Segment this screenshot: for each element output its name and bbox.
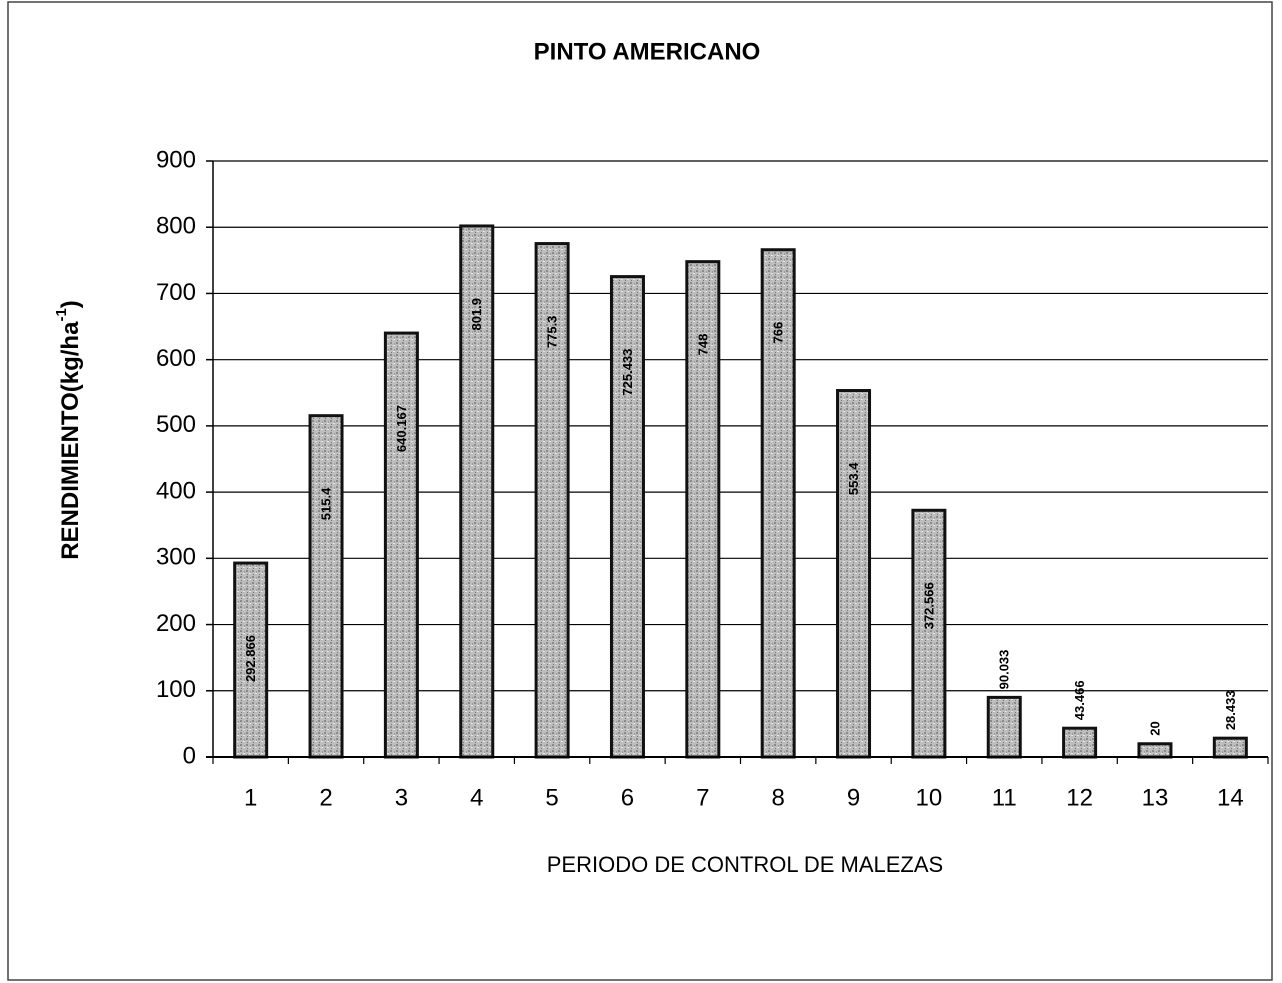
x-tick-label: 7	[696, 784, 709, 811]
value-label: 640.167	[394, 405, 409, 452]
x-tick-label: 13	[1142, 784, 1169, 811]
value-label: 90.033	[997, 650, 1012, 690]
value-label: 775.3	[545, 316, 560, 349]
value-label: 725.433	[620, 349, 635, 396]
y-axis-label: RENDIMIENTO(kg/ha-1)	[53, 300, 84, 560]
bar	[383, 331, 419, 759]
x-tick-label: 11	[992, 784, 1017, 811]
x-tick-label: 3	[395, 784, 408, 811]
x-tick-label: 12	[1066, 784, 1093, 811]
x-tick-label: 8	[771, 784, 784, 811]
bar	[609, 275, 645, 759]
frame	[7, 1, 1273, 981]
value-label: 372.566	[921, 582, 936, 629]
y-tick-label: 200	[156, 610, 196, 637]
x-tick-label: 1	[244, 784, 257, 811]
value-label: 801.9	[469, 298, 484, 331]
chart-title: PINTO AMERICANO	[534, 38, 761, 65]
y-tick-label: 800	[156, 213, 196, 240]
bar	[1137, 742, 1173, 759]
value-label: 292.866	[243, 635, 258, 682]
x-tick-label: 6	[621, 784, 634, 811]
x-tick-label: 5	[545, 784, 558, 811]
x-axis-label: PERIODO DE CONTROL DE MALEZAS	[547, 852, 943, 877]
bar	[911, 508, 947, 759]
x-tick-label: 9	[847, 784, 860, 811]
bar	[1212, 736, 1248, 759]
bar	[233, 561, 269, 759]
bar	[986, 695, 1022, 759]
bar	[534, 242, 570, 759]
y-label-sup: -1	[53, 308, 70, 321]
y-tick-label: 100	[156, 676, 196, 703]
bar	[836, 389, 872, 759]
x-tick-label: 2	[319, 784, 332, 811]
y-tick-label: 900	[156, 146, 196, 173]
y-tick-label: 400	[156, 477, 196, 504]
y-tick-label: 0	[183, 742, 196, 769]
x-tick-label: 14	[1217, 784, 1244, 811]
bar	[685, 260, 721, 759]
value-label: 20	[1147, 721, 1162, 735]
value-label: 515.4	[318, 487, 333, 520]
value-label: 766	[771, 322, 786, 344]
value-label: 28.433	[1223, 690, 1238, 730]
y-tick-label: 700	[156, 279, 196, 306]
x-tick-label: 10	[916, 784, 943, 811]
y-tick-label: 500	[156, 411, 196, 438]
y-tick-label: 600	[156, 345, 196, 372]
x-tick-label: 4	[470, 784, 483, 811]
bar	[308, 414, 344, 759]
y-label-close: )	[57, 300, 84, 308]
y-label-main: RENDIMIENTO(kg/ha	[57, 321, 84, 560]
value-label: 43.466	[1072, 680, 1087, 720]
y-tick-label: 300	[156, 544, 196, 571]
bar	[1062, 726, 1098, 759]
value-label: 748	[695, 334, 710, 356]
value-label: 553.4	[846, 462, 861, 495]
